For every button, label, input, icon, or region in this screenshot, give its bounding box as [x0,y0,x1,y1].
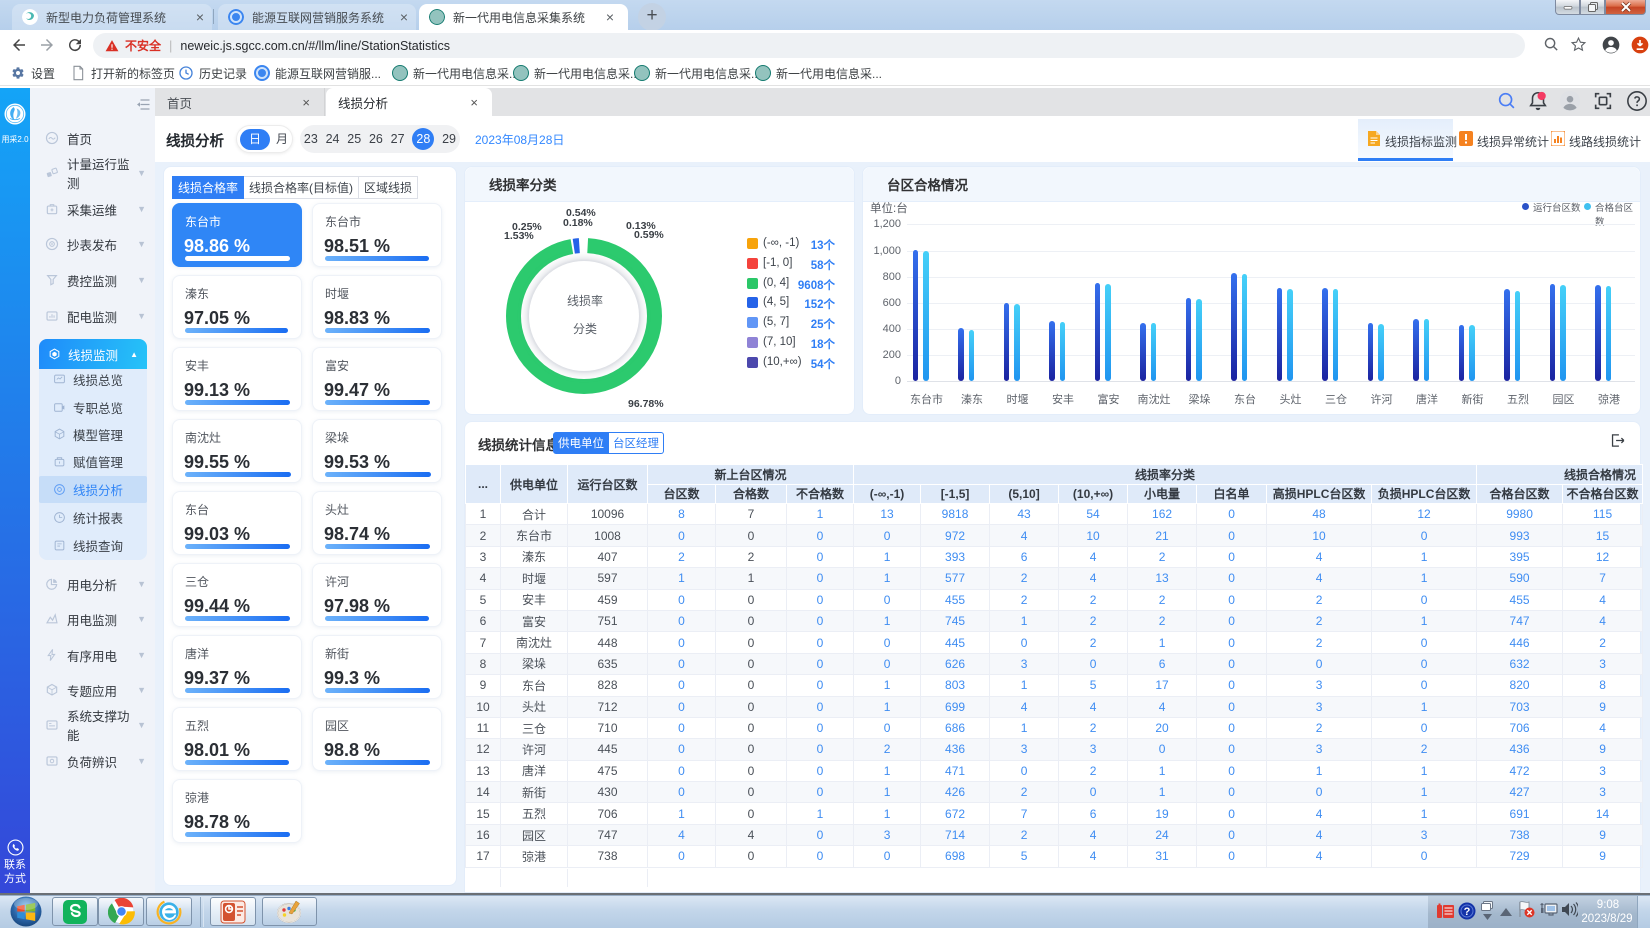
svg-text:?: ? [1464,906,1471,918]
